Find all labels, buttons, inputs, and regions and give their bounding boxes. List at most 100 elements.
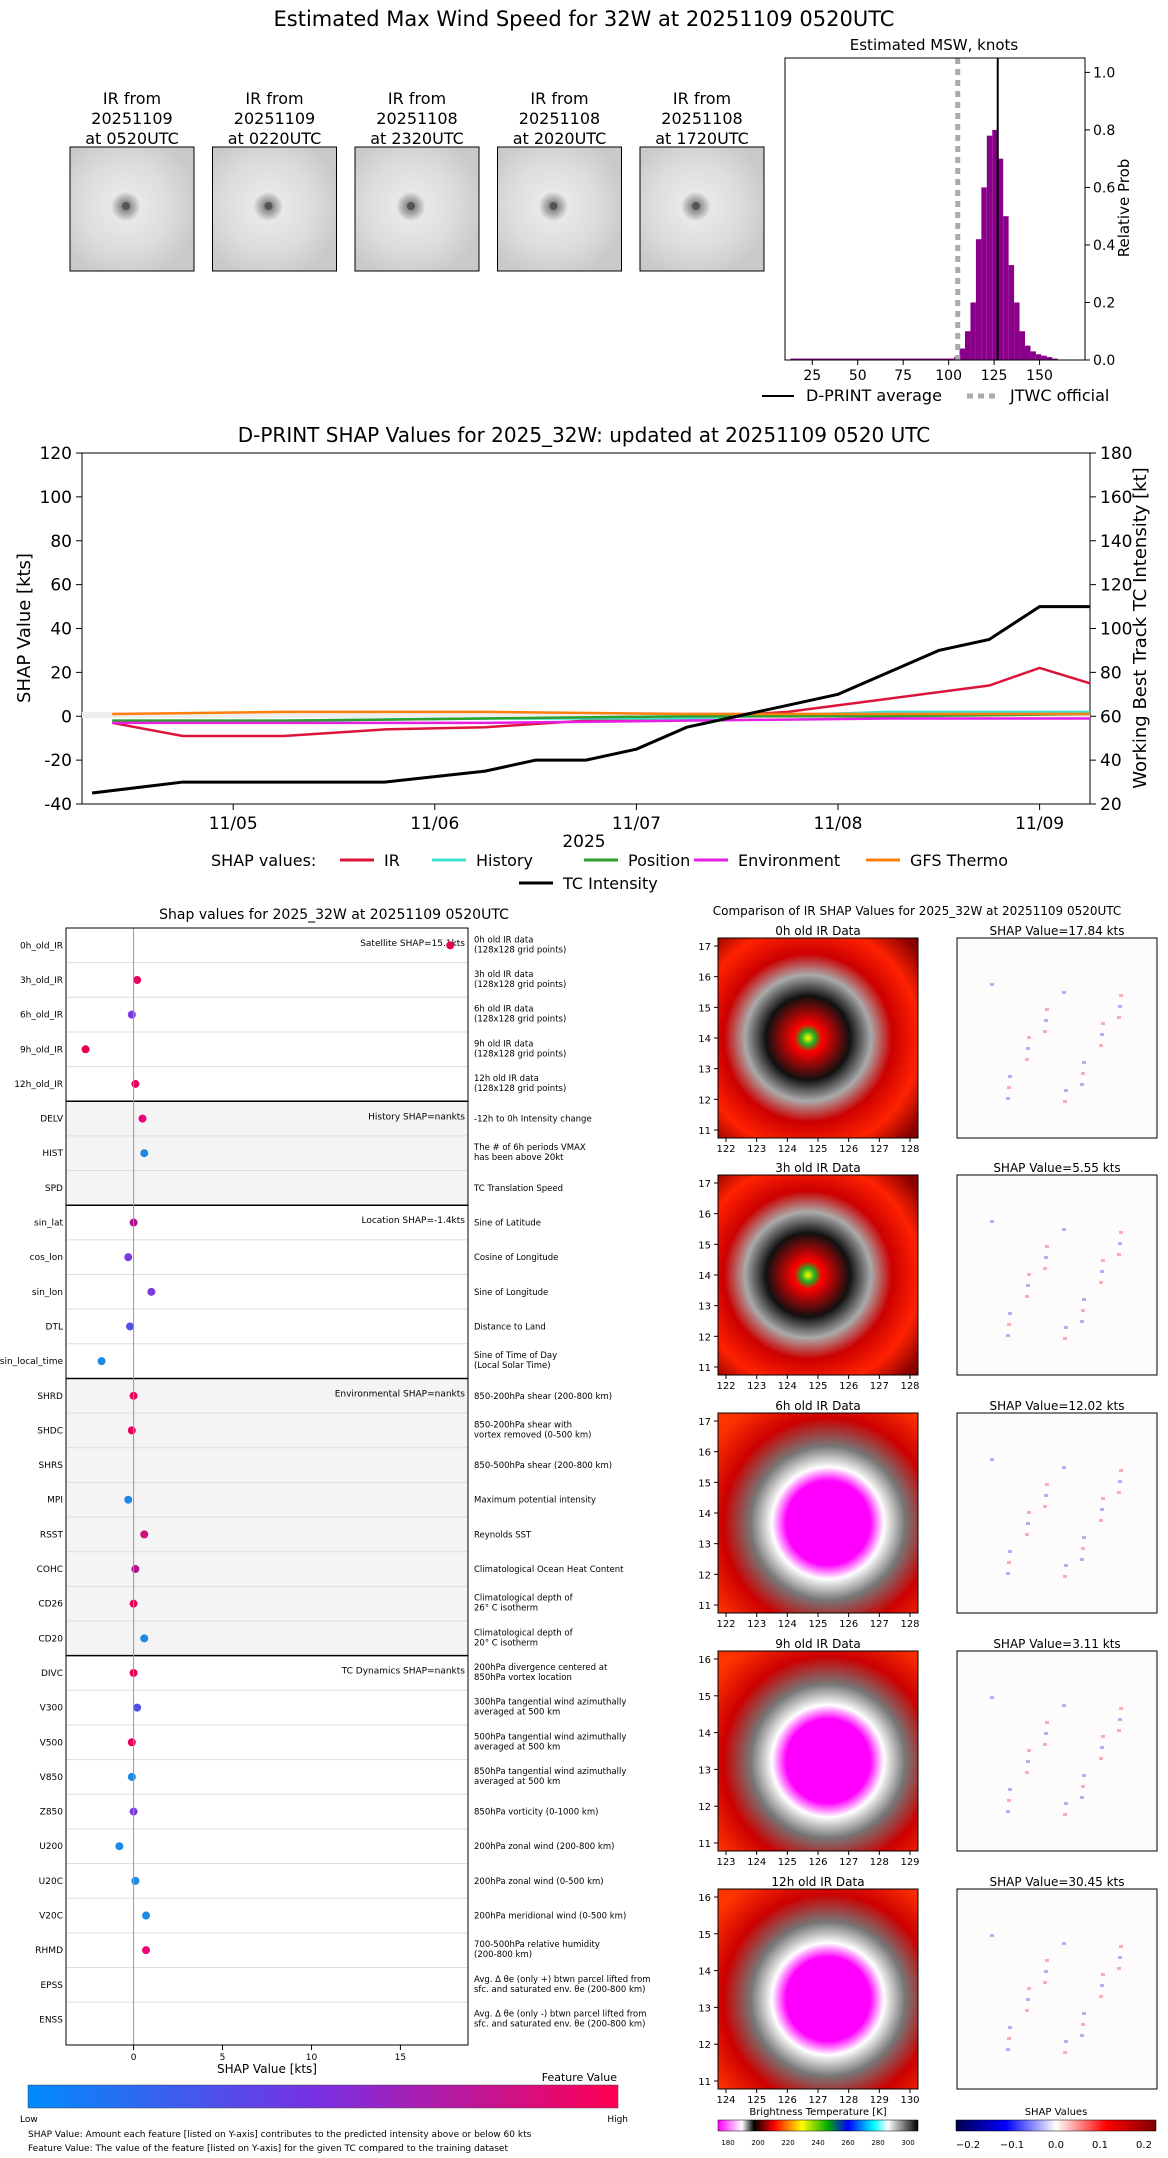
feature-name: DELV <box>40 1115 64 1125</box>
y2-tick-label: 120 <box>1100 576 1132 596</box>
histogram-x-tick-label: 100 <box>935 368 962 384</box>
y2-tick-label: 20 <box>1100 795 1122 815</box>
histogram-bar <box>1041 355 1047 360</box>
histogram-x-tick-label: 50 <box>849 368 867 384</box>
feature-shap-point <box>127 1772 136 1781</box>
feature-shap-panel: Shap values for 2025_32W at 20251109 052… <box>0 907 651 2154</box>
y2-tick-label: 100 <box>1100 620 1132 640</box>
feature-colorbar-title: Feature Value <box>542 2071 618 2084</box>
ir-x-tick-label: 128 <box>900 1619 919 1630</box>
ir-image <box>717 937 919 1139</box>
shap-panel-title: SHAP Value=30.45 kts <box>990 1875 1125 1889</box>
histogram-bar <box>981 187 987 360</box>
ir-y-tick-label: 17 <box>698 1179 711 1190</box>
feature-name: EPSS <box>40 1981 63 1991</box>
feature-description: The # of 6h periods VMAX <box>473 1143 586 1153</box>
shap-heatmap-cell <box>1101 1973 1105 1976</box>
ir-y-tick-label: 13 <box>698 1765 711 1776</box>
ir-x-tick-label: 127 <box>870 1381 889 1392</box>
feature-shap-point <box>127 1426 136 1435</box>
ir-y-tick-label: 13 <box>698 1065 711 1076</box>
ir-y-tick-label: 13 <box>698 2003 711 2014</box>
shap-heatmap-cell <box>1008 2026 1012 2029</box>
shap-heatmap-cell <box>1100 1033 1104 1036</box>
timeseries-lines <box>91 605 1091 795</box>
feature-xlabel: SHAP Value [kts] <box>217 2062 317 2076</box>
shap-heatmap-cell <box>1101 1497 1105 1500</box>
ir-x-tick-label: 122 <box>716 1144 735 1155</box>
thumbnail-caption-line: IR from <box>388 89 446 108</box>
feature-description: TC Translation Speed <box>473 1184 563 1194</box>
shap-heatmap-cell <box>1008 1550 1012 1553</box>
shap-heatmap-cell <box>1008 1312 1012 1315</box>
feature-shap-point <box>147 1287 156 1296</box>
bt-colorbar-tick-label: 280 <box>871 2139 884 2147</box>
ir-x-tick-label: 129 <box>900 1857 919 1868</box>
shap-heatmap-cell <box>1045 1483 1049 1486</box>
feature-group-label: History SHAP=nankts <box>368 1112 465 1122</box>
histogram-bars <box>790 129 1058 360</box>
ir-x-tick-label: 130 <box>900 2095 919 2106</box>
shap-heatmap-cell <box>1082 2012 1086 2015</box>
feature-name: 9h_old_IR <box>20 1045 63 1055</box>
thumbnail-eye <box>549 202 558 210</box>
feature-name: CD20 <box>38 1634 63 1644</box>
y-tick-label: 100 <box>40 488 72 508</box>
ir-x-tick-label: 125 <box>747 2095 766 2106</box>
shap-heatmap-cell <box>1118 1005 1122 1008</box>
feature-name: DIVC <box>41 1669 63 1679</box>
shap-heatmap-cell <box>1026 1284 1030 1287</box>
shap-heatmap-cell <box>1044 1019 1048 1022</box>
shap-heatmap-cell <box>990 983 994 986</box>
shap-heatmap-cell <box>1117 1491 1121 1494</box>
feature-colorbar-low: Low <box>20 2115 38 2125</box>
histogram-y-tick-label: 0.4 <box>1093 238 1115 254</box>
feature-name: CD26 <box>38 1600 63 1610</box>
feature-description: 200hPa zonal wind (200-800 km) <box>474 1842 614 1852</box>
thumbnail-eye <box>264 202 273 210</box>
feature-description: 12h old IR data <box>474 1074 539 1084</box>
y-tick-label: 120 <box>40 444 72 464</box>
ir-panel-title: 9h old IR Data <box>775 1637 861 1651</box>
shap-heatmap-cell <box>1008 1075 1012 1078</box>
ir-x-tick-label: 126 <box>839 1619 858 1630</box>
shap-heatmap-cell <box>1062 1704 1066 1707</box>
shap-heatmap-cell <box>1045 1959 1049 1962</box>
feature-description: 3h old IR data <box>474 970 533 980</box>
feature-description: (Local Solar Time) <box>474 1361 551 1371</box>
feature-group-label: TC Dynamics SHAP=nankts <box>341 1667 466 1677</box>
timeseries-legend: SHAP values: IR History Position Environmen… <box>211 851 1008 893</box>
shap-heatmap-cell <box>1100 1270 1104 1273</box>
shap-heatmap-cell <box>990 1458 994 1461</box>
feature-name: ENSS <box>39 2015 63 2025</box>
shap-colorbar <box>955 2119 1157 2132</box>
ir-x-tick-label: 128 <box>900 1381 919 1392</box>
shap-heatmap-cell <box>1027 1987 1031 1990</box>
shap-heatmap-cell <box>1117 1016 1121 1019</box>
feature-shap-point <box>138 1114 147 1123</box>
shap-heatmap-cell <box>1064 1089 1068 1092</box>
shap-heatmap-cell <box>1007 1561 1011 1564</box>
shap-panel-title: SHAP Value=17.84 kts <box>990 924 1125 938</box>
shap-heatmap-cell <box>1062 1466 1066 1469</box>
shap-heatmap-cell <box>1007 1086 1011 1089</box>
ir-x-tick-label: 127 <box>870 1144 889 1155</box>
feature-name: 0h_old_IR <box>20 941 63 951</box>
feature-description: Sine of Time of Day <box>474 1351 557 1361</box>
feature-description: Climatological Ocean Heat Content <box>474 1565 624 1575</box>
thumbnail-image <box>639 146 765 272</box>
shap-heatmap-cell <box>1119 1469 1123 1472</box>
shap-heatmap-cell <box>1043 1743 1047 1746</box>
shap-panel-title: SHAP Value=12.02 kts <box>990 1399 1125 1413</box>
shap-heatmap-cell <box>1099 1995 1103 1998</box>
ir-x-tick-label: 124 <box>747 1857 766 1868</box>
ir-image <box>717 1412 919 1614</box>
feature-name: Z850 <box>40 1808 64 1818</box>
histogram-bar <box>1025 345 1031 360</box>
shap-heatmap-cell <box>1100 1746 1104 1749</box>
thumbnail-caption-line: at 2320UTC <box>370 129 464 148</box>
histogram-legend: D-PRINT average JTWC official <box>762 386 1109 405</box>
ir-y-tick-label: 16 <box>698 1210 711 1221</box>
shap-heatmap-cell <box>1118 1242 1122 1245</box>
